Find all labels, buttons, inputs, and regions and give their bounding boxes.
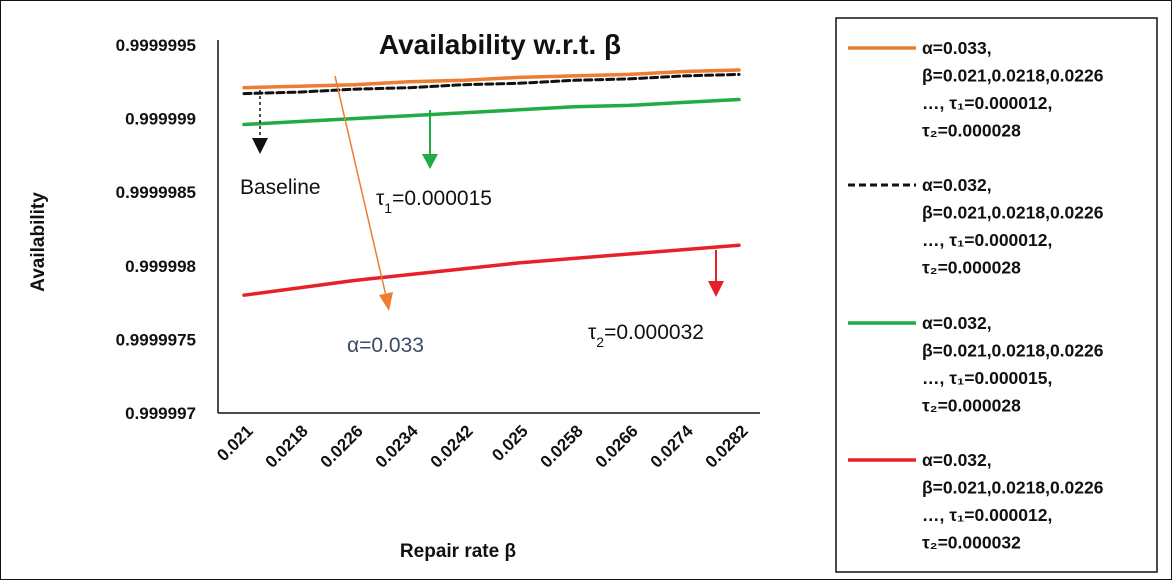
x-tick-labels: 0.021 0.0218 0.0226 0.0234 0.0242 0.025 0.0258…: [213, 421, 752, 472]
legend-entry-2-line: α=0.032,: [922, 175, 992, 195]
x-tick-label: 0.0218: [262, 421, 312, 471]
x-tick-label: 0.021: [213, 421, 257, 465]
y-tick-label: 0.999997: [125, 404, 196, 423]
y-tick-labels: 0.999997 0.9999975 0.999998 0.9999985 0.9999…: [116, 36, 196, 423]
tau2-label: τ2=0.000032: [588, 321, 704, 350]
legend-entry-1-line: α=0.033,: [922, 38, 992, 58]
alpha-arrowhead: [379, 292, 393, 311]
legend-entry-1-line: …, τ₁=0.000012,: [922, 93, 1052, 113]
tau1-subscript: 1: [384, 200, 392, 216]
baseline-arrowhead: [252, 138, 268, 154]
tau2-symbol: τ: [588, 321, 597, 344]
legend-entry-3-line: α=0.032,: [922, 313, 992, 333]
tau1-symbol: τ: [376, 187, 385, 210]
legend-box: [835, 17, 1158, 573]
alpha-label: α=0.033: [347, 334, 424, 357]
series-line-1: [242, 68, 741, 90]
legend-entry-1-line: β=0.021,0.0218,0.0226: [922, 66, 1104, 86]
baseline-label: Baseline: [240, 176, 321, 199]
y-tick-label: 0.999998: [125, 257, 196, 276]
legend: α=0.033, β=0.021,0.0218,0.0226 …, τ₁=0.000…: [848, 38, 1104, 553]
tau1-label: τ1=0.000015: [376, 187, 492, 216]
legend-entry-4-line: τ₂=0.000032: [922, 533, 1021, 553]
x-tick-label: 0.0226: [317, 421, 367, 471]
series-line-2: [242, 72, 741, 96]
annotations: Baseline τ1=0.000015 α=0.033 τ2=0.000032: [240, 75, 724, 357]
series-line-3: [242, 97, 741, 127]
legend-entry-2-line: β=0.021,0.0218,0.0226: [922, 203, 1104, 223]
alpha-arrow-shaft: [334, 75, 387, 297]
x-tick-label: 0.0242: [427, 421, 477, 471]
tau2-subscript: 2: [596, 334, 604, 350]
tau2-arrowhead: [708, 281, 724, 297]
series-line-4: [242, 243, 741, 297]
legend-entry-3-line: τ₂=0.000028: [922, 396, 1021, 416]
legend-entry-2-line: …, τ₁=0.000012,: [922, 230, 1052, 250]
legend-entry-3-line: β=0.021,0.0218,0.0226: [922, 341, 1104, 361]
legend-entry-4-line: α=0.032,: [922, 450, 992, 470]
x-tick-label: 0.0234: [372, 421, 423, 472]
chart-title: Availability w.r.t. β: [379, 29, 621, 60]
tau1-arrowhead: [422, 154, 438, 169]
legend-entry-2-line: τ₂=0.000028: [922, 258, 1021, 278]
tau2-value: =0.000032: [604, 321, 704, 344]
y-tick-label: 0.9999975: [116, 330, 196, 349]
x-axis-title: Repair rate β: [400, 541, 516, 562]
x-tick-label: 0.025: [488, 421, 532, 465]
y-axis-title: Availability: [28, 192, 49, 292]
x-tick-label: 0.0274: [647, 421, 698, 472]
series-lines: [242, 68, 741, 297]
tau1-value: =0.000015: [392, 187, 492, 210]
y-tick-label: 0.9999985: [116, 183, 196, 202]
legend-entry-1-line: τ₂=0.000028: [922, 121, 1021, 141]
x-tick-label: 0.0282: [702, 421, 752, 471]
y-tick-label: 0.9999995: [116, 36, 196, 55]
x-tick-label: 0.0258: [537, 421, 587, 471]
legend-entry-4-line: β=0.021,0.0218,0.0226: [922, 478, 1104, 498]
axes: [217, 40, 760, 414]
x-tick-label: 0.0266: [592, 421, 642, 471]
legend-entry-3-line: …, τ₁=0.000015,: [922, 368, 1052, 388]
legend-entry-4-line: …, τ₁=0.000012,: [922, 505, 1052, 525]
y-tick-label: 0.999999: [125, 110, 196, 129]
